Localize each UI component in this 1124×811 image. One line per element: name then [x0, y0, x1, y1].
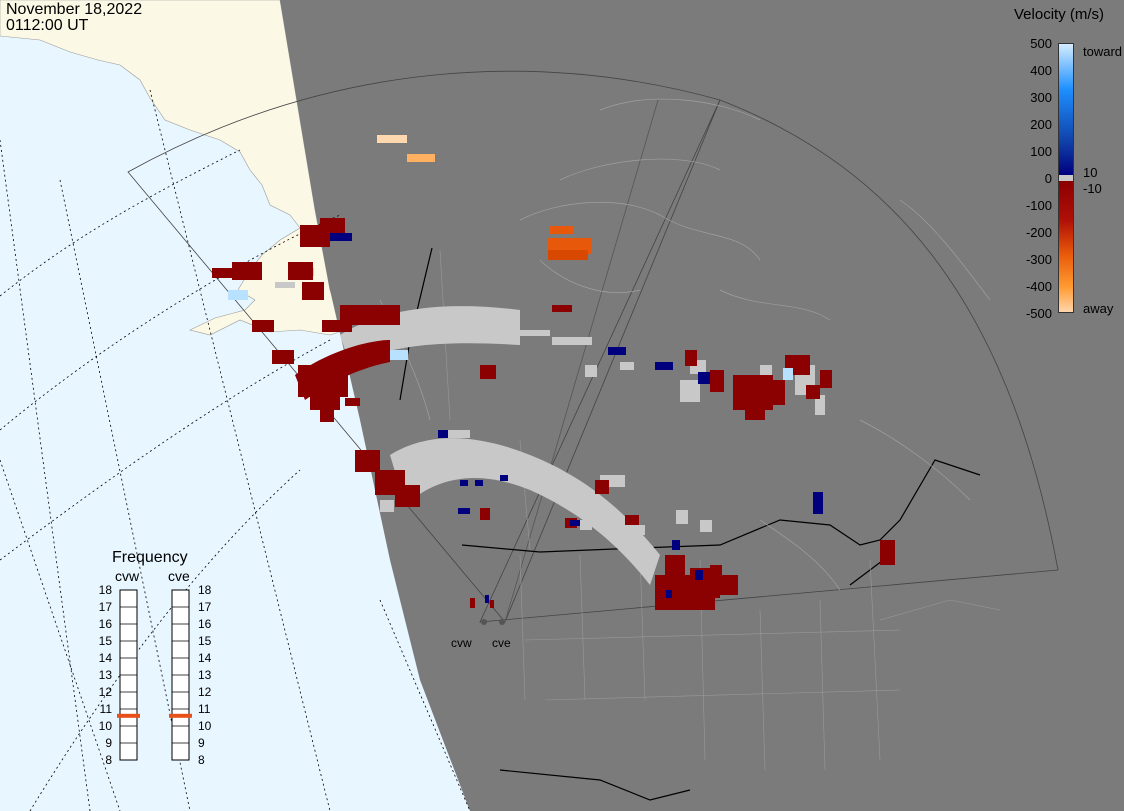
backscatter-toward: [228, 233, 823, 603]
backscatter-away: [212, 218, 895, 610]
colorbar-tick-label: 400: [1030, 63, 1052, 78]
colorbar-tick-label: 300: [1030, 90, 1052, 105]
fov-outline-east: [479, 99, 1059, 623]
date-label: November 18,2022: [6, 1, 143, 18]
fov-beam-line: [504, 99, 659, 623]
colorbar-threshold-neg: -10: [1083, 181, 1102, 196]
backscatter-away-high: [377, 135, 592, 260]
graticule: [0, 89, 471, 811]
frequency-title: Frequency: [112, 549, 188, 566]
site-marker-cve: [499, 619, 505, 625]
colorbar-tick-label: 100: [1030, 144, 1052, 159]
colorbar-title: Velocity (m/s): [1014, 6, 1105, 23]
colorbar-tick-label: -500: [1025, 306, 1052, 321]
colorbar-tick-label: -200: [1025, 225, 1052, 240]
colorbar-tick-label: 500: [1030, 36, 1052, 51]
colorbar-toward-label: toward: [1083, 44, 1123, 59]
night-terminator-region: [280, 0, 1124, 811]
site-label-cvw: cvw: [451, 636, 472, 650]
fov-outline-west: [127, 70, 721, 623]
colorbar-tick-label: 200: [1030, 117, 1052, 132]
colorbar-tick-label: -100: [1025, 198, 1052, 213]
colorbar-tick-label: -400: [1025, 279, 1052, 294]
site-marker-cvw: [481, 619, 487, 625]
colorbar-tick-label: -300: [1025, 252, 1052, 267]
alaska-land: [0, 0, 346, 336]
velocity-colorbar: [1058, 43, 1074, 313]
frequency-radar-cve: cve: [168, 568, 190, 584]
site-label-cve: cve: [492, 636, 511, 650]
time-label: 0112:00 UT: [6, 17, 89, 34]
colorbar-threshold-pos: 10: [1083, 165, 1098, 180]
colorbar-away-label: away: [1083, 301, 1114, 316]
frequency-radar-cvw: cvw: [115, 568, 140, 584]
colorbar-tick-label: 0: [1044, 171, 1052, 186]
